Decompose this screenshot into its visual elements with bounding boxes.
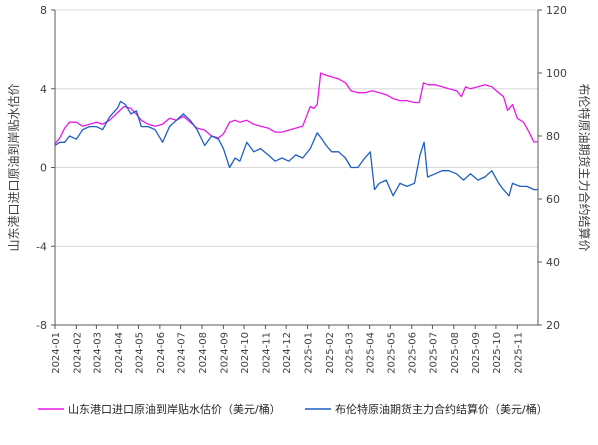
x-tick-label: 2024-10 bbox=[240, 332, 251, 374]
x-tick-label: 2024-09 bbox=[219, 332, 230, 374]
right-tick-label: 40 bbox=[546, 256, 560, 269]
grid-layer bbox=[55, 9, 538, 326]
x-tick-label: 2024-12 bbox=[282, 332, 293, 374]
right-tick-label: 100 bbox=[546, 67, 567, 80]
x-tick-label: 2025-11 bbox=[513, 332, 524, 374]
x-tick-label: 2024-05 bbox=[134, 332, 145, 374]
legend-label-2: 布伦特原油期货主力合约结算价（美元/桶） bbox=[335, 402, 548, 416]
x-tick-label: 2024-08 bbox=[198, 332, 209, 374]
x-tick-label: 2025-04 bbox=[366, 332, 377, 374]
right-tick-label: 60 bbox=[546, 193, 560, 206]
left-tick-label: 8 bbox=[40, 4, 47, 17]
x-tick-label: 2024-04 bbox=[114, 332, 125, 374]
x-tick-label: 2025-06 bbox=[408, 332, 419, 374]
left-tick-label: -4 bbox=[36, 240, 47, 253]
x-tick-label: 2025-08 bbox=[450, 332, 461, 374]
x-tick-label: 2025-07 bbox=[428, 332, 439, 374]
x-tick-label: 2024-07 bbox=[177, 332, 188, 374]
x-tick-label: 2024-03 bbox=[92, 332, 103, 374]
x-tick-label: 2024-06 bbox=[156, 332, 167, 374]
x-tick-label: 2024-02 bbox=[72, 332, 83, 374]
series-line-2 bbox=[54, 100, 538, 197]
right-tick-label: 20 bbox=[546, 319, 560, 332]
right-tick-label: 120 bbox=[546, 4, 567, 17]
right-axis-title: 布伦特原油期货主力合约结算价 bbox=[577, 83, 592, 251]
x-tick-label: 2024-11 bbox=[261, 332, 272, 374]
x-tick-label: 2024-01 bbox=[51, 332, 62, 374]
x-tick-label: 2025-02 bbox=[325, 332, 336, 374]
x-tick-label: 2025-05 bbox=[386, 332, 397, 374]
left-tick-label: 4 bbox=[40, 83, 47, 96]
series-layer bbox=[54, 72, 538, 197]
left-tick-label: -8 bbox=[36, 319, 47, 332]
x-tick-label: 2025-01 bbox=[304, 332, 315, 374]
legend-layer: 山东港口进口原油到岸贴水估价（美元/桶） 布伦特原油期货主力合约结算价（美元/桶） bbox=[38, 402, 548, 416]
right-tick-label: 80 bbox=[546, 130, 560, 143]
x-tick-label: 2025-09 bbox=[471, 332, 482, 374]
x-tick-label: 2025-03 bbox=[344, 332, 355, 374]
legend-label-1: 山东港口进口原油到岸贴水估价（美元/桶） bbox=[68, 402, 281, 416]
left-tick-label: 0 bbox=[40, 162, 47, 175]
series-line-1 bbox=[54, 72, 538, 145]
left-axis-title: 山东港口进口原油到岸贴水估价 bbox=[7, 83, 21, 251]
x-tick-label: 2025-10 bbox=[492, 332, 503, 374]
